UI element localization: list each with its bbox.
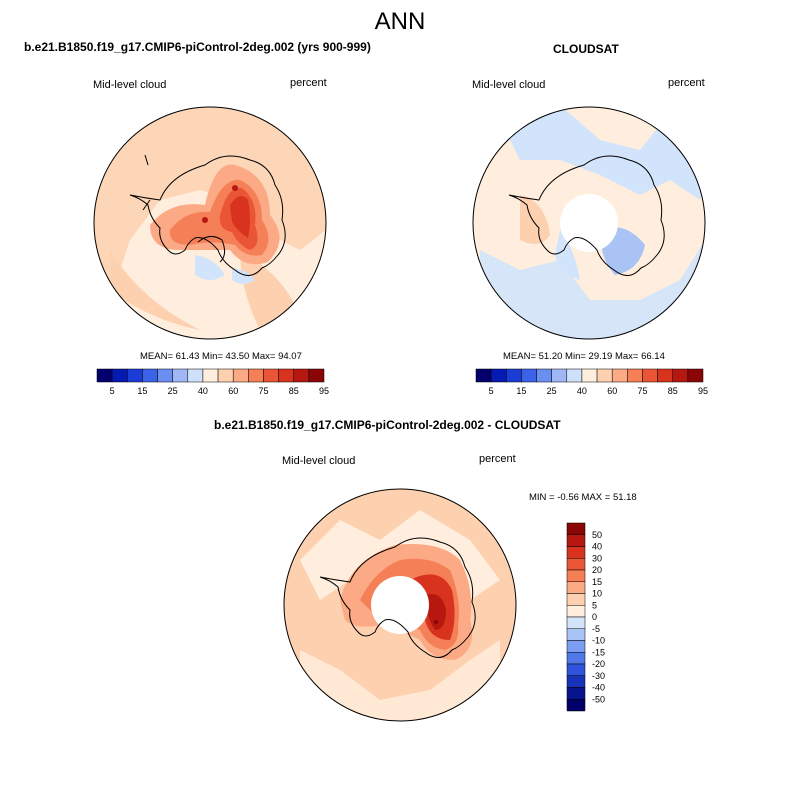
colorbar-tick-label: -10 <box>592 636 605 646</box>
colorbar-swatch <box>566 687 586 700</box>
colorbar-tick-label: 60 <box>607 386 617 396</box>
colorbar-swatch <box>566 605 586 618</box>
panel-3-units-label: percent <box>479 453 516 465</box>
colorbar-tick-label: 5 <box>592 600 597 610</box>
colorbar-swatch <box>263 368 279 383</box>
colorbar-tick-label: -30 <box>592 671 605 681</box>
panel-2-stats: MEAN= 51.20 Min= 29.19 Max= 66.14 <box>503 351 665 362</box>
colorbar-swatch <box>672 368 689 383</box>
colorbar-tick-label: 60 <box>228 386 238 396</box>
colorbar-tick-label: 85 <box>289 386 299 396</box>
colorbar-tick-label: 15 <box>592 577 602 587</box>
colorbar-swatch <box>596 368 613 383</box>
map-difference-polar-plot <box>283 488 517 722</box>
colorbar-tick-label: 10 <box>592 589 602 599</box>
colorbar-swatch <box>566 628 586 641</box>
colorbar-swatch <box>566 616 586 629</box>
colorbar-swatch <box>536 368 552 383</box>
colorbar-swatch <box>217 368 234 383</box>
map-cloudsat-polar-plot <box>472 106 706 340</box>
colorbar-tick-label: 40 <box>592 542 602 552</box>
colorbar-model: 5 15 25 40 60 75 85 95 <box>96 368 329 396</box>
panel-3-variable-label: Mid-level cloud <box>282 455 356 467</box>
colorbar-tick-label: -5 <box>592 624 600 634</box>
colorbar-swatch <box>475 368 492 383</box>
panel-1-units-label: percent <box>290 77 327 89</box>
colorbar-tick-label: 40 <box>198 386 208 396</box>
panel-3-range: MIN = -0.56 MAX = 51.18 <box>529 492 637 503</box>
colorbar-swatch <box>111 368 128 383</box>
colorbar-swatch <box>566 534 586 547</box>
colorbar-swatch <box>278 368 294 383</box>
colorbar-tick-label: -20 <box>592 659 605 669</box>
colorbar-swatch <box>142 368 158 383</box>
colorbar-swatch <box>521 368 537 383</box>
panel-3-title: b.e21.B1850.f19_g17.CMIP6-piControl-2deg… <box>214 418 561 432</box>
colorbar-swatch <box>232 368 249 383</box>
colorbar-swatch <box>566 640 586 653</box>
colorbar-swatch <box>566 663 586 676</box>
colorbar-tick-label: -40 <box>592 683 605 693</box>
colorbar-tick-label: 95 <box>319 386 329 396</box>
colorbar-swatch <box>157 368 173 383</box>
colorbar-tick-label: 85 <box>668 386 678 396</box>
colorbar-swatch <box>202 368 219 383</box>
colorbar-swatch <box>687 368 704 383</box>
colorbar-tick-label: 75 <box>258 386 268 396</box>
colorbar-swatch <box>566 368 583 383</box>
colorbar-tick-label: 15 <box>516 386 526 396</box>
colorbar-cloudsat: 5 15 25 40 60 75 85 95 <box>475 368 708 396</box>
colorbar-tick-label: -50 <box>592 694 605 704</box>
colorbar-swatch <box>308 368 325 383</box>
colorbar-swatch <box>172 368 189 383</box>
colorbar-swatch <box>642 368 658 383</box>
panel-1-title: b.e21.B1850.f19_g17.CMIP6-piControl-2deg… <box>24 40 371 54</box>
colorbar-swatch <box>566 699 586 712</box>
colorbar-swatch <box>627 368 643 383</box>
colorbar-swatch <box>566 522 586 535</box>
colorbar-tick-label: 25 <box>547 386 557 396</box>
colorbar-swatch <box>96 368 113 383</box>
colorbar-tick-label: 15 <box>137 386 147 396</box>
colorbar-swatch <box>566 546 586 559</box>
colorbar-tick-label: 75 <box>637 386 647 396</box>
page-title: ANN <box>374 8 426 35</box>
colorbar-swatch <box>506 368 522 383</box>
panel-2-units-label: percent <box>668 77 705 89</box>
colorbar-tick-label: 0 <box>592 612 597 622</box>
colorbar-swatch <box>566 569 586 582</box>
colorbar-swatch <box>566 652 586 665</box>
colorbar-swatch <box>187 368 204 383</box>
colorbar-swatch <box>248 368 264 383</box>
colorbar-tick-label: -15 <box>592 647 605 657</box>
colorbar-swatch <box>581 368 598 383</box>
colorbar-swatch <box>490 368 507 383</box>
colorbar-tick-label: 5 <box>110 386 115 396</box>
panel-2-variable-label: Mid-level cloud <box>472 79 546 91</box>
colorbar-swatch <box>657 368 673 383</box>
colorbar-tick-label: 30 <box>592 553 602 563</box>
colorbar-tick-label: 40 <box>577 386 587 396</box>
colorbar-swatch <box>127 368 143 383</box>
colorbar-swatch <box>611 368 628 383</box>
colorbar-swatch <box>293 368 310 383</box>
colorbar-swatch <box>551 368 568 383</box>
colorbar-tick-label: 20 <box>592 565 602 575</box>
map-model-polar-plot <box>93 106 327 340</box>
panel-1-variable-label: Mid-level cloud <box>93 79 167 91</box>
panel-1-stats: MEAN= 61.43 Min= 43.50 Max= 94.07 <box>140 351 302 362</box>
colorbar-tick-label: 5 <box>489 386 494 396</box>
colorbar-swatch <box>566 675 586 688</box>
colorbar-swatch <box>566 593 586 606</box>
colorbar-tick-label: 50 <box>592 530 602 540</box>
colorbar-swatch <box>566 581 586 594</box>
colorbar-tick-label: 95 <box>698 386 708 396</box>
colorbar-swatch <box>566 558 586 571</box>
colorbar-tick-label: 25 <box>168 386 178 396</box>
panel-2-title: CLOUDSAT <box>553 42 619 56</box>
